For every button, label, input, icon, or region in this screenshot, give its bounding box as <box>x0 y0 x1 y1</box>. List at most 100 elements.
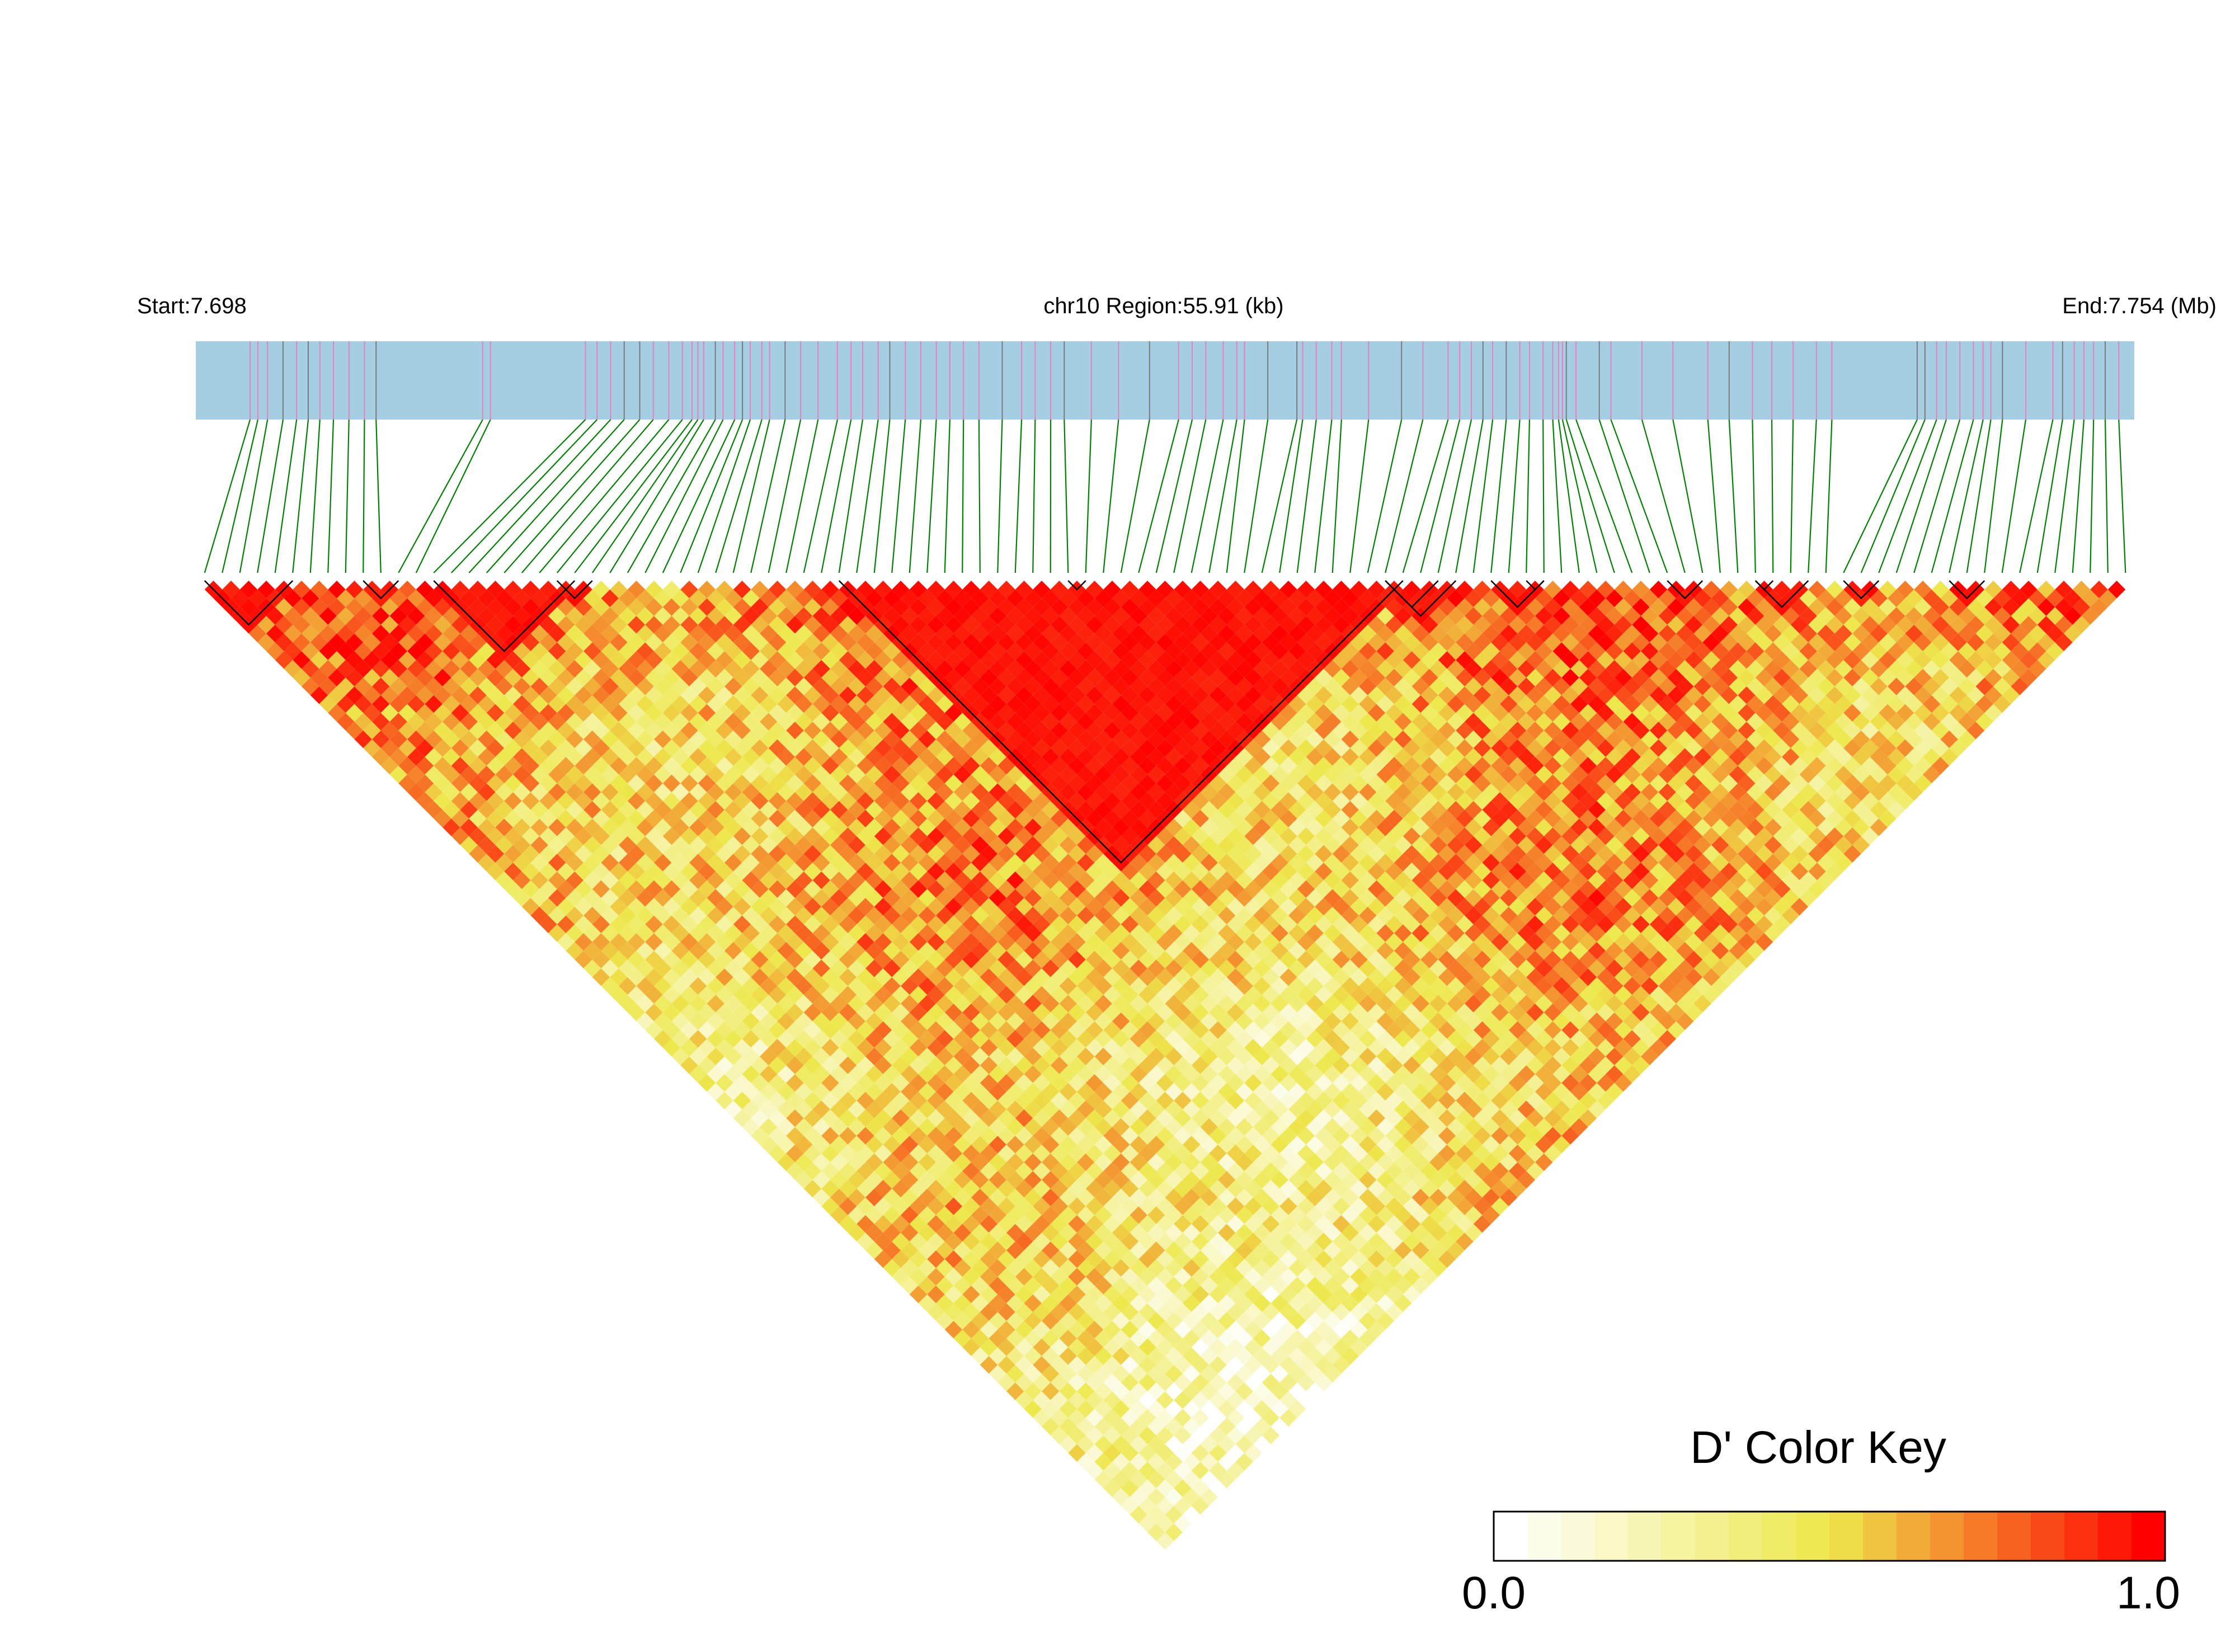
snp-connector <box>680 419 744 573</box>
snp-connector <box>1931 419 1974 573</box>
snp-connector <box>627 419 716 573</box>
snp-connector <box>1728 419 1739 573</box>
snp-connectors <box>204 419 2126 573</box>
snp-connector <box>1402 419 1449 573</box>
snp-connector <box>257 419 284 573</box>
snp-connector <box>2001 419 2027 573</box>
snp-connector <box>662 419 736 573</box>
snp-connector <box>1552 419 1563 573</box>
snp-connector <box>1878 419 1937 573</box>
snp-connector <box>1420 419 1461 573</box>
snp-connector <box>926 419 937 573</box>
snp-connector <box>1860 419 1926 573</box>
snp-connector <box>978 419 981 573</box>
snp-connector <box>1966 419 1992 573</box>
snp-connector <box>345 419 350 573</box>
snp-connector <box>803 419 838 573</box>
snp-connector <box>468 419 611 573</box>
snp-connector <box>415 419 491 573</box>
snp-connector <box>1558 419 1580 573</box>
snp-connector <box>1296 419 1317 573</box>
snp-connector <box>574 419 693 573</box>
snp-connector <box>1752 419 1756 573</box>
snp-connector <box>2019 419 2054 573</box>
snp-connector <box>768 419 802 573</box>
snp-connector <box>2104 419 2109 573</box>
snp-connector <box>732 419 770 573</box>
snp-connector <box>1314 419 1333 573</box>
snp-connector <box>644 419 724 573</box>
snp-connector <box>2118 419 2126 573</box>
snp-connector <box>873 419 891 573</box>
snp-connector <box>1565 419 1615 573</box>
snp-connector <box>856 419 879 573</box>
snp-connector <box>1672 419 1704 573</box>
snp-connector <box>1064 419 1069 573</box>
snp-connector <box>309 419 321 573</box>
snp-connector <box>821 419 852 573</box>
snp-connector <box>1455 419 1484 573</box>
snp-connector <box>1610 419 1668 573</box>
snp-connector <box>1367 419 1403 573</box>
snp-connector <box>433 419 586 573</box>
ld-cells <box>204 581 2126 1550</box>
snp-connector <box>1191 419 1224 573</box>
snp-connector <box>1771 419 1774 573</box>
snp-connector <box>1641 419 1686 573</box>
snp-connector <box>1895 419 1947 573</box>
snp-connector <box>962 419 964 573</box>
snp-connector <box>1707 419 1721 573</box>
snp-connector <box>1032 419 1036 573</box>
snp-connector <box>838 419 864 573</box>
snp-connector <box>2054 419 2075 573</box>
snp-connector <box>1561 419 1598 573</box>
snp-connector <box>1349 419 1370 573</box>
end-label: End:7.754 (Mb) <box>2062 294 2217 318</box>
snp-connector <box>327 419 335 573</box>
snp-connector <box>274 419 298 573</box>
snp-connector <box>1120 419 1150 573</box>
snp-connector <box>1437 419 1472 573</box>
snp-connector <box>1244 419 1269 573</box>
snp-connector <box>785 419 819 573</box>
snp-connector <box>292 419 309 573</box>
snp-connector <box>239 419 269 573</box>
snp-connector <box>1526 419 1531 573</box>
snp-connector <box>1208 419 1238 573</box>
snp-connector <box>222 419 258 573</box>
snp-connector <box>1173 419 1207 573</box>
snp-connector <box>591 419 699 573</box>
snp-connector <box>1949 419 1984 573</box>
snp-connector <box>363 419 365 573</box>
snp-connector <box>1385 419 1424 573</box>
snp-connector <box>1103 419 1119 573</box>
start-label: Start:7.698 <box>137 294 247 318</box>
snp-track <box>196 341 2134 420</box>
snp-connector <box>539 419 670 573</box>
snp-connector <box>750 419 786 573</box>
snp-connector <box>1825 419 1833 573</box>
snp-connector <box>997 419 1003 573</box>
snp-connector <box>521 419 654 573</box>
snp-connector <box>715 419 763 573</box>
snp-connector <box>1226 419 1245 573</box>
snp-connector <box>1490 419 1507 573</box>
snp-connector <box>450 419 598 573</box>
snp-connector <box>1085 419 1092 573</box>
snp-connector <box>697 419 751 573</box>
snp-connector <box>1508 419 1521 573</box>
snp-connector <box>1138 419 1179 573</box>
snp-connector <box>486 419 625 573</box>
snp-connector <box>1472 419 1494 573</box>
snp-ticks <box>250 341 2120 420</box>
snp-connector <box>1155 419 1193 573</box>
snp-connector <box>1808 419 1817 573</box>
snp-connector <box>1575 419 1633 573</box>
snp-connector <box>1542 419 1545 573</box>
snp-connector <box>1843 419 1918 573</box>
snp-connector <box>1790 419 1794 573</box>
snp-connector <box>398 419 483 573</box>
snp-connector <box>1261 419 1298 573</box>
region-label: chr10 Region:55.91 (kb) <box>1043 294 1283 318</box>
